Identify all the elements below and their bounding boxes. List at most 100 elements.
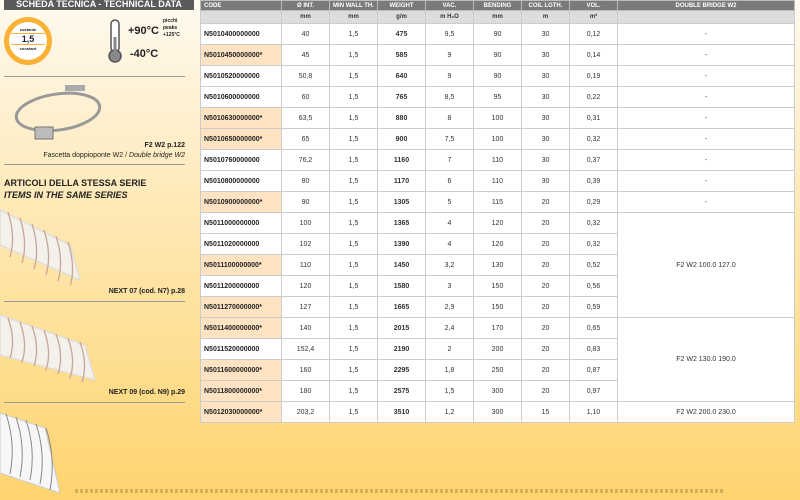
volume-cell: 0,32	[569, 128, 618, 150]
weight-cell: 900	[377, 128, 426, 150]
code-cell: N5011270000000*	[200, 296, 282, 318]
vacuum-cell: 9	[425, 65, 474, 87]
table-row: N5011270000000* 127 1,5 1665 2,9 150 20 0,59	[200, 296, 795, 318]
volume-cell: 0,97	[569, 380, 618, 402]
clamp-image	[14, 85, 102, 140]
unit-cell: g/m	[377, 10, 426, 24]
thermometer-icon	[108, 19, 122, 63]
coil-cell: 20	[521, 317, 570, 339]
vacuum-cell: 1,2	[425, 401, 474, 423]
diameter-cell: 203,2	[281, 401, 330, 423]
bending-cell: 110	[473, 170, 522, 192]
bending-cell: 150	[473, 275, 522, 297]
hose-image-next07	[0, 209, 82, 285]
code-cell: N5011600000000*	[200, 359, 282, 381]
volume-cell: 0,14	[569, 44, 618, 66]
weight-cell: 1170	[377, 170, 426, 192]
weight-cell: 1365	[377, 212, 426, 234]
coil-cell: 30	[521, 149, 570, 171]
unit-cell	[617, 10, 795, 24]
code-cell: N5010760000000	[200, 149, 282, 171]
series-next07[interactable]: NEXT 07 (cod. N7) p.28	[108, 288, 185, 295]
column-header: BENDING	[473, 0, 522, 11]
coil-cell: 30	[521, 107, 570, 129]
table-row: N5010520000000 50,8 1,5 640 9 90 30 0,19-	[200, 65, 795, 87]
weight-cell: 765	[377, 86, 426, 108]
column-header: MIN WALL TH.	[329, 0, 378, 11]
table-row: N5011800000000* 180 1,5 2575 1,5 300 20 0,97	[200, 380, 795, 402]
hose-image-next09	[0, 314, 96, 383]
technical-data-panel: SCHEDA TECNICA - TECHNICAL DATA costante…	[0, 0, 195, 500]
volume-cell: 0,56	[569, 275, 618, 297]
code-cell: N5011200000000	[200, 275, 282, 297]
diameter-cell: 65	[281, 128, 330, 150]
wall-cell: 1,5	[329, 359, 378, 381]
vacuum-cell: 2,4	[425, 317, 474, 339]
volume-cell: 0,39	[569, 170, 618, 192]
badge-bottom: constant	[19, 46, 37, 51]
wall-cell: 1,5	[329, 65, 378, 87]
weight-cell: 475	[377, 23, 426, 45]
coil-cell: 20	[521, 233, 570, 255]
bending-cell: 120	[473, 233, 522, 255]
wall-cell: 1,5	[329, 86, 378, 108]
vacuum-cell: 3,2	[425, 254, 474, 276]
bending-cell: 95	[473, 86, 522, 108]
weight-cell: 585	[377, 44, 426, 66]
wall-cell: 1,5	[329, 254, 378, 276]
double-bridge-cell: -	[617, 170, 795, 192]
series-title: ARTICOLI DELLA STESSA SERIE ITEMS IN THE …	[4, 178, 147, 200]
double-bridge-cell: F2 W2 200.0 230.0	[617, 401, 795, 423]
coil-cell: 30	[521, 86, 570, 108]
footnote	[75, 489, 725, 493]
double-bridge-cell: -	[617, 86, 795, 108]
coil-cell: 20	[521, 254, 570, 276]
code-cell: N5010520000000	[200, 65, 282, 87]
diameter-cell: 160	[281, 359, 330, 381]
weight-cell: 3510	[377, 401, 426, 423]
wall-cell: 1,5	[329, 23, 378, 45]
table-row: N5011520000000 152,4 1,5 2190 2 200 20 0,83	[200, 338, 795, 360]
bending-cell: 150	[473, 296, 522, 318]
wall-cell: 1,5	[329, 233, 378, 255]
code-cell: N5011020000000	[200, 233, 282, 255]
series-next09[interactable]: NEXT 09 (cod. N9) p.29	[108, 389, 185, 396]
bending-cell: 90	[473, 65, 522, 87]
vacuum-cell: 3	[425, 275, 474, 297]
diameter-cell: 140	[281, 317, 330, 339]
volume-cell: 1,10	[569, 401, 618, 423]
double-bridge-cell: F2 W2 100.0 127.0	[617, 212, 795, 318]
weight-cell: 1390	[377, 233, 426, 255]
diameter-cell: 60	[281, 86, 330, 108]
table-row: N5010600000000 60 1,5 765 8,5 95 30 0,22-	[200, 86, 795, 108]
weight-cell: 640	[377, 65, 426, 87]
table-row: N5010630000000* 63,5 1,5 880 8 100 30 0,31-	[200, 107, 795, 129]
diameter-cell: 50,8	[281, 65, 330, 87]
wall-cell: 1,5	[329, 338, 378, 360]
unit-cell	[200, 10, 282, 24]
code-cell: N5010450000000*	[200, 44, 282, 66]
table-row: N5012030000000* 203,2 1,5 3510 1,2 300 15 1,10 F…	[200, 401, 795, 423]
vacuum-cell: 2,9	[425, 296, 474, 318]
diameter-cell: 110	[281, 254, 330, 276]
diameter-cell: 127	[281, 296, 330, 318]
bending-cell: 300	[473, 380, 522, 402]
vacuum-cell: 1,5	[425, 380, 474, 402]
volume-cell: 0,19	[569, 65, 618, 87]
code-cell: N5011800000000*	[200, 380, 282, 402]
volume-cell: 0,59	[569, 296, 618, 318]
volume-cell: 0,22	[569, 86, 618, 108]
unit-cell: m	[521, 10, 570, 24]
double-bridge-cell: -	[617, 65, 795, 87]
wall-cell: 1,5	[329, 128, 378, 150]
volume-cell: 0,32	[569, 212, 618, 234]
coil-cell: 30	[521, 128, 570, 150]
bending-cell: 100	[473, 128, 522, 150]
diameter-cell: 100	[281, 212, 330, 234]
units-row: mm mm g/m m H₂O mm m m³	[200, 10, 795, 24]
diameter-cell: 63,5	[281, 107, 330, 129]
diameter-cell: 152,4	[281, 338, 330, 360]
weight-cell: 1160	[377, 149, 426, 171]
weight-cell: 2190	[377, 338, 426, 360]
bending-cell: 90	[473, 44, 522, 66]
